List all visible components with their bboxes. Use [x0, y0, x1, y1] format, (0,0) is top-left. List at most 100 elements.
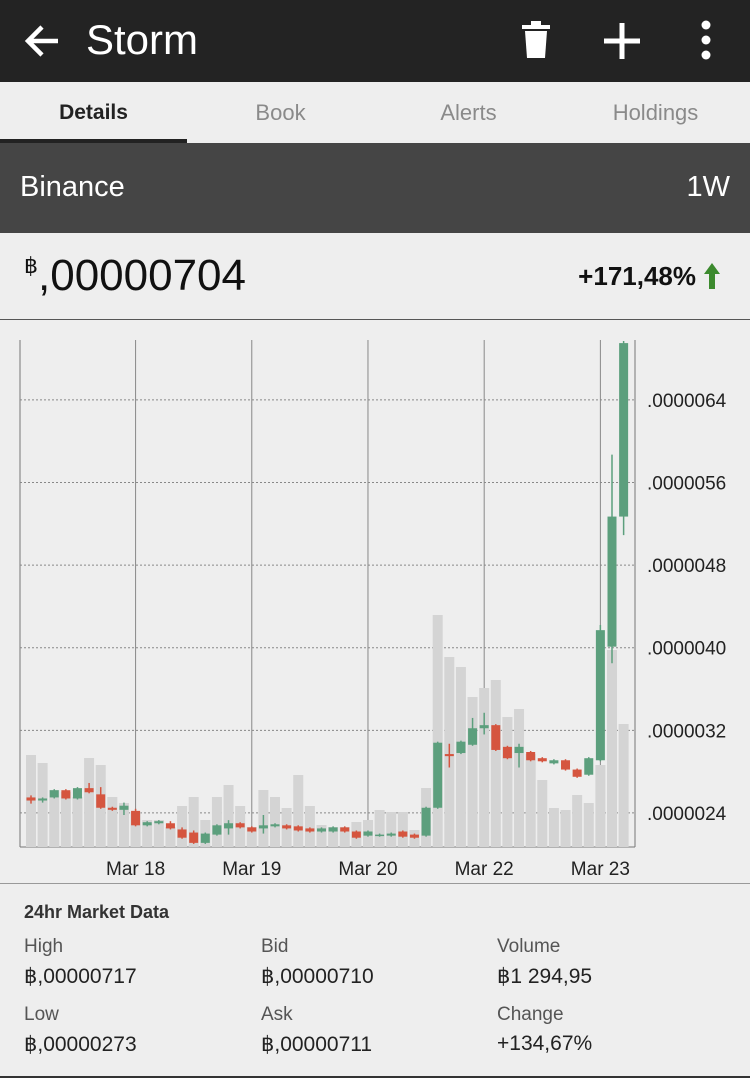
menu-button[interactable] — [698, 20, 714, 60]
stat-value: +134,67% — [497, 1032, 593, 1055]
candle-body — [526, 752, 536, 761]
candle-body — [561, 760, 571, 770]
tab[interactable]: Holdings — [612, 100, 699, 125]
tab[interactable]: Book — [255, 100, 306, 125]
candle-body — [224, 823, 234, 829]
volume-bar — [130, 812, 141, 847]
y-tick-label: .0000032 — [647, 721, 726, 742]
stat-label: Bid — [261, 936, 289, 957]
volume-bar — [386, 812, 397, 847]
stat-label: Low — [24, 1004, 59, 1025]
page-title: Storm — [86, 16, 199, 63]
volume-bar — [467, 697, 478, 847]
candle-body — [328, 827, 338, 832]
x-tick-label: Mar 19 — [222, 859, 281, 880]
up-arrow — [704, 263, 720, 289]
candle-body — [212, 825, 222, 835]
exchange-name[interactable]: Binance — [20, 171, 125, 203]
candle-body — [363, 831, 373, 836]
volume-bar — [514, 709, 525, 847]
candle-body — [165, 823, 175, 829]
candle-body — [491, 725, 501, 750]
candle-body — [386, 833, 396, 836]
volume-bar — [490, 680, 501, 847]
candle-body — [433, 742, 443, 808]
volume-bar — [397, 812, 408, 847]
volume-bar — [595, 765, 606, 847]
volume-bar — [537, 780, 548, 847]
market-data: 24hr Market Data High ฿,00000717 Bid ฿,0000… — [0, 883, 750, 1078]
candle-body — [96, 794, 106, 808]
volume-bar — [153, 820, 164, 847]
app-bar: Storm — [0, 0, 750, 82]
volume-bar — [304, 806, 315, 847]
candle-body — [340, 827, 350, 832]
section-title: 24hr Market Data — [24, 902, 170, 922]
volume-bar — [177, 806, 188, 847]
candle-body — [444, 754, 454, 757]
add-button[interactable] — [603, 22, 641, 60]
volume-bar — [60, 792, 71, 847]
candle-body — [177, 829, 187, 838]
delete-button[interactable] — [520, 20, 552, 60]
volume-bar — [246, 827, 257, 847]
candle-body — [479, 725, 489, 729]
volume-bar — [502, 717, 513, 847]
candle-body — [375, 834, 385, 837]
period[interactable]: 1W — [686, 171, 731, 203]
candle-body — [26, 797, 36, 801]
x-tick-label: Mar 18 — [106, 859, 165, 880]
candle-body — [200, 833, 210, 843]
candle-body — [572, 769, 582, 777]
volume-bar — [607, 650, 617, 847]
volume-bar — [479, 688, 490, 847]
candle-body — [154, 821, 164, 824]
stat-value: ฿1 294,95 — [497, 965, 593, 988]
candle-body — [84, 788, 94, 793]
candle-body — [293, 826, 303, 831]
volume-bar — [118, 803, 129, 847]
candle-body — [258, 825, 268, 829]
candle-body — [537, 758, 547, 762]
stat-label: Ask — [261, 1004, 293, 1025]
y-tick-label: .0000040 — [647, 639, 726, 660]
volume-bar — [270, 797, 281, 847]
tab-bar: Details Book Alerts Holdings — [0, 82, 750, 143]
candle-body — [398, 831, 408, 837]
candle-body — [282, 825, 292, 829]
volume-bar — [72, 797, 83, 847]
volume-bar — [572, 795, 583, 847]
back-button[interactable] — [22, 20, 64, 62]
currency-symbol: ฿ — [24, 253, 38, 278]
volume-bar — [37, 763, 48, 847]
volume-bar — [548, 808, 559, 847]
volume-bar — [339, 827, 350, 847]
volume-bar — [432, 615, 443, 847]
candle-body — [514, 746, 524, 754]
volume-bar — [142, 820, 153, 847]
x-tick-label: Mar 23 — [571, 859, 630, 880]
candle-body — [409, 834, 419, 838]
candle-body — [619, 343, 629, 517]
candle-body — [421, 807, 431, 836]
candle-body — [456, 741, 466, 754]
volume-bar — [316, 825, 327, 847]
tab[interactable]: Details — [0, 82, 187, 143]
volume-bar — [165, 827, 176, 847]
volume-bar — [188, 797, 199, 847]
candle-body — [72, 788, 82, 799]
candle-body — [270, 824, 280, 827]
tab[interactable]: Alerts — [440, 100, 497, 125]
volume-bar — [328, 827, 339, 847]
volume-bar — [455, 667, 466, 847]
candle-body — [131, 810, 141, 826]
volume-bar — [107, 797, 118, 847]
volume-bar — [374, 810, 385, 847]
x-tick-label: Mar 22 — [455, 859, 514, 880]
volume-bar — [618, 724, 629, 847]
y-tick-label: .0000064 — [647, 391, 727, 412]
price-value: ,00000704 — [38, 251, 246, 300]
exchange-bar: Binance 1W — [0, 143, 750, 233]
y-tick-label: .0000056 — [647, 473, 726, 494]
